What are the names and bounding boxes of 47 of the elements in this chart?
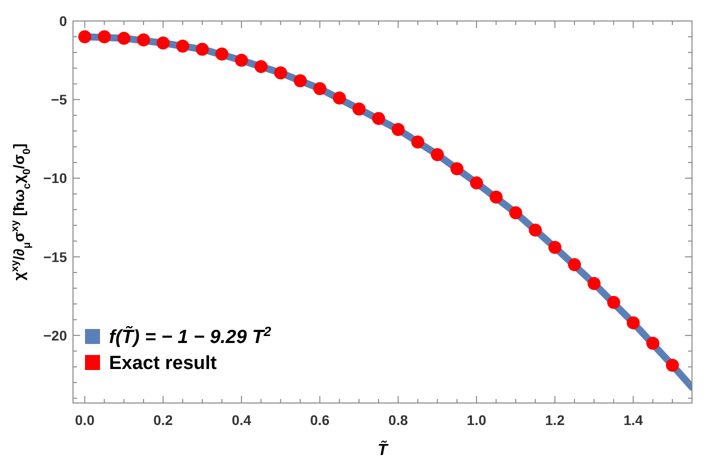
x-tick-label: 0.2: [153, 412, 174, 428]
point: [352, 102, 366, 116]
point: [411, 136, 424, 149]
point: [470, 176, 484, 190]
point: [98, 30, 111, 44]
point: [372, 112, 386, 125]
y-tick-label: 0: [59, 13, 68, 29]
point: [490, 190, 503, 204]
x-tick-label: 1.4: [624, 412, 644, 428]
y-tick-label: −5: [51, 92, 68, 108]
x-tick-label: 0.0: [75, 412, 95, 428]
point: [254, 60, 268, 74]
point: [156, 36, 170, 50]
point: [666, 358, 679, 372]
point: [626, 316, 640, 330]
legend-label: f(T̃) = − 1 − 9.29 T$^{2}$: [109, 324, 272, 348]
point: [117, 32, 130, 45]
point: [234, 54, 248, 67]
x-tick-label: 1.2: [545, 412, 565, 428]
x-tick-label: 1.0: [466, 412, 486, 428]
point: [274, 66, 288, 80]
y-tick-label: −10: [43, 170, 68, 186]
y-tick-label: −15: [43, 248, 68, 265]
y-tick-label: −20: [43, 327, 68, 344]
point: [528, 224, 542, 237]
point: [392, 122, 405, 136]
x-axis-title: T̃: [378, 440, 389, 459]
x-tick-label: 0.4: [232, 412, 252, 428]
point: [176, 40, 190, 53]
point: [294, 74, 307, 88]
point: [588, 277, 601, 290]
point: [137, 33, 150, 46]
point: [450, 162, 464, 176]
point: [430, 148, 444, 162]
point: [313, 82, 326, 96]
point: [332, 92, 346, 105]
point: [196, 42, 209, 56]
x-tick-label: 0.8: [388, 412, 408, 428]
point: [548, 240, 562, 254]
point: [509, 206, 522, 220]
point: [215, 48, 228, 61]
point: [568, 258, 581, 272]
point: [607, 296, 620, 309]
legend-label: Exact result: [109, 353, 218, 374]
point: [646, 336, 660, 350]
point: [78, 30, 92, 44]
x-tick-label: 0.6: [310, 412, 330, 428]
